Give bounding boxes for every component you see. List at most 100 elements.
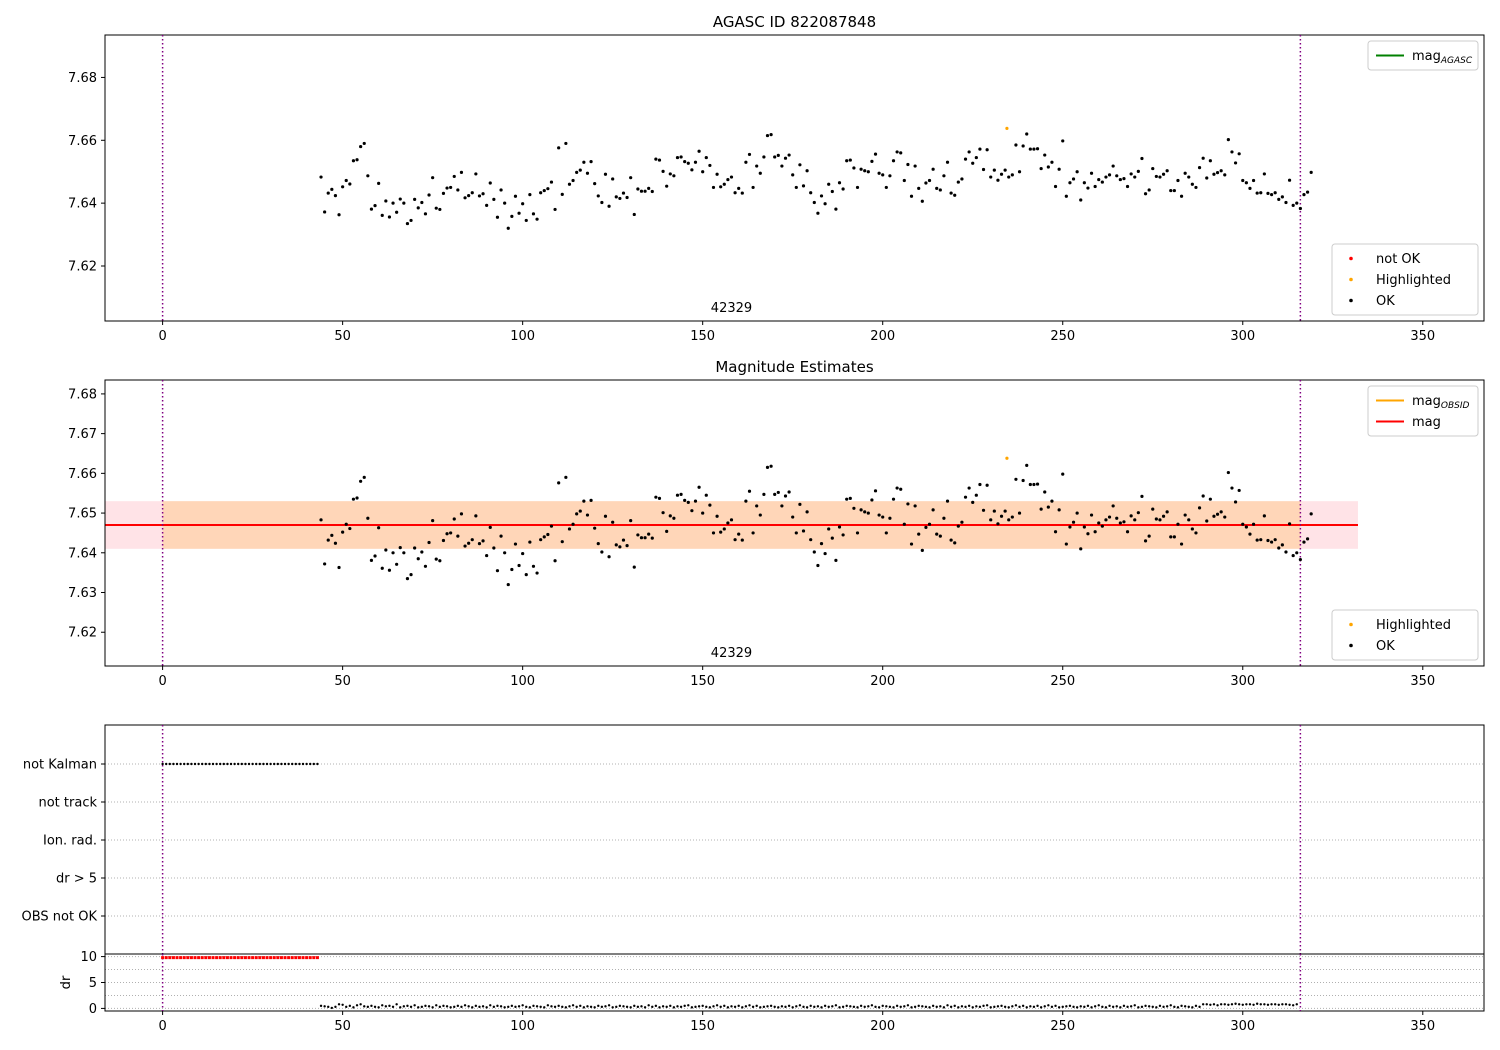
point-ok-0-76 xyxy=(593,182,597,186)
point-ok-1-55 xyxy=(517,563,521,568)
point-ok-0-151 xyxy=(863,169,867,173)
point-ok-0-205 xyxy=(1057,167,1061,171)
axes-frame-2 xyxy=(104,724,1485,955)
flag-point-0-30 xyxy=(269,762,272,766)
point-ok-0-226 xyxy=(1133,175,1137,179)
point-ok-0-3 xyxy=(330,187,334,191)
dr-point-136 xyxy=(809,1004,812,1008)
point-ok-0-67 xyxy=(560,192,564,196)
point-ok-1-228 xyxy=(1140,494,1144,498)
point-ok-1-151 xyxy=(863,510,867,514)
point-ok-0-225 xyxy=(1129,172,1133,176)
point-ok-1-23 xyxy=(402,551,406,555)
point-ok-0-216 xyxy=(1097,177,1101,182)
point-ok-0-146 xyxy=(845,159,849,163)
point-ok-1-76 xyxy=(593,526,597,530)
point-ok-1-271 xyxy=(1295,551,1299,555)
dr-point-97 xyxy=(669,1004,672,1008)
point-ok-0-174 xyxy=(945,160,950,164)
x-tick-label-3-6: 300 xyxy=(1230,1019,1255,1034)
flag-label-0: not Kalman xyxy=(23,758,97,773)
point-ok-0-142 xyxy=(830,189,834,194)
dr-point-176 xyxy=(953,1004,956,1008)
point-ok-1-225 xyxy=(1129,514,1133,518)
dr-point-110 xyxy=(715,1004,719,1007)
dr-point-38 xyxy=(456,1004,460,1008)
point-ok-1-138 xyxy=(816,563,820,568)
point-ok-1-89 xyxy=(639,536,644,540)
point-ok-0-153 xyxy=(870,159,874,163)
point-ok-0-148 xyxy=(852,166,856,170)
point-ok-0-33 xyxy=(438,207,442,212)
point-ok-1-116 xyxy=(737,532,741,536)
point-ok-1-153 xyxy=(870,498,874,502)
point-ok-0-228 xyxy=(1140,156,1144,161)
point-ok-0-197 xyxy=(1028,147,1032,151)
point-ok-1-154 xyxy=(873,489,878,493)
dr-point-86 xyxy=(629,1006,632,1009)
point-ok-0-196 xyxy=(1025,132,1029,136)
dr-point-35 xyxy=(445,1005,449,1008)
point-ok-1-255 xyxy=(1237,488,1241,493)
point-ok-1-25 xyxy=(409,573,413,577)
point-ok-1-105 xyxy=(697,485,701,489)
point-ok-0-273 xyxy=(1302,193,1306,197)
dr-high-point-23 xyxy=(243,956,247,960)
point-ok-1-162 xyxy=(902,522,906,526)
point-ok-0-154 xyxy=(873,152,878,156)
point-ok-0-30 xyxy=(427,193,431,197)
point-ok-1-235 xyxy=(1165,510,1169,514)
point-ok-1-129 xyxy=(783,494,788,498)
point-ok-1-97 xyxy=(668,514,672,518)
dr-point-238 xyxy=(1176,1006,1180,1009)
legend-marker-1-1-0 xyxy=(1349,622,1353,627)
point-ok-0-94 xyxy=(657,158,662,162)
point-ok-1-75 xyxy=(589,498,593,502)
point-ok-0-92 xyxy=(650,189,654,194)
point-ok-1-95 xyxy=(661,511,665,515)
dr-point-226 xyxy=(1133,1004,1136,1007)
point-ok-0-257 xyxy=(1244,181,1248,185)
dr-point-108 xyxy=(708,1006,712,1009)
dr-point-22 xyxy=(399,1006,402,1009)
dr-point-29 xyxy=(424,1004,427,1008)
point-ok-1-177 xyxy=(956,524,960,528)
point-ok-1-186 xyxy=(989,518,993,522)
point-ok-1-135 xyxy=(805,510,809,514)
point-ok-1-100 xyxy=(679,492,683,496)
dr-point-102 xyxy=(687,1004,690,1007)
point-ok-1-73 xyxy=(582,499,586,503)
dr-point-236 xyxy=(1169,1004,1172,1007)
dr-point-55 xyxy=(517,1005,521,1008)
point-ok-0-5 xyxy=(337,213,341,217)
legend-marker-0-1-1 xyxy=(1349,277,1353,282)
flag-point-0-22 xyxy=(240,762,244,766)
point-ok-1-149 xyxy=(855,531,860,535)
point-ok-0-101 xyxy=(683,160,687,164)
dr-point-218 xyxy=(1104,1006,1108,1009)
dr-point-118 xyxy=(744,1005,748,1008)
point-ok-1-50 xyxy=(499,534,503,538)
point-ok-0-15 xyxy=(373,204,377,208)
dr-point-92 xyxy=(651,1005,654,1009)
point-ok-1-43 xyxy=(474,514,478,518)
dr-point-242 xyxy=(1191,1006,1194,1009)
dr-point-258 xyxy=(1248,1003,1252,1006)
dr-point-88 xyxy=(636,1005,640,1009)
legend-text: not OK xyxy=(1376,252,1421,267)
dr-point-70 xyxy=(571,1004,575,1007)
point-ok-0-158 xyxy=(888,174,892,178)
point-ok-0-133 xyxy=(798,163,802,167)
dr-point-246 xyxy=(1205,1003,1208,1006)
point-ok-0-245 xyxy=(1201,156,1205,160)
point-ok-0-102 xyxy=(686,161,690,165)
point-ok-1-16 xyxy=(377,526,381,530)
point-ok-1-130 xyxy=(787,490,791,494)
point-ok-0-44 xyxy=(477,194,482,198)
dr-high-point-14 xyxy=(211,956,215,960)
dr-point-204 xyxy=(1054,1004,1057,1008)
point-ok-0-99 xyxy=(675,155,680,160)
point-ok-1-237 xyxy=(1172,535,1176,539)
point-ok-1-234 xyxy=(1161,514,1166,518)
flag-point-0-12 xyxy=(204,762,208,766)
